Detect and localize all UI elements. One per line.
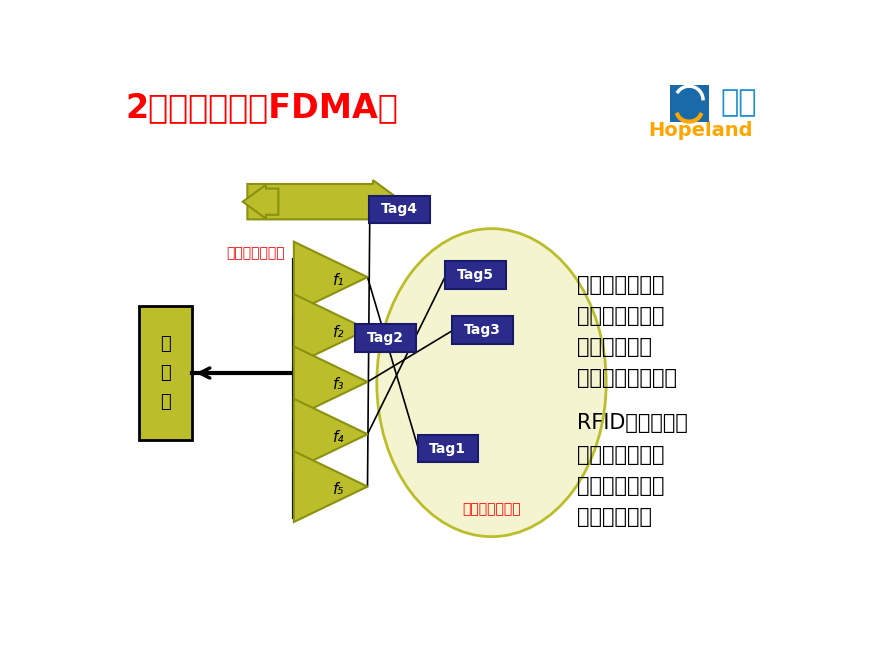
Text: 鸿陆: 鸿陆: [721, 89, 756, 118]
FancyBboxPatch shape: [670, 84, 709, 122]
Text: 阅读器读写区域: 阅读器读写区域: [462, 503, 521, 517]
Text: f₂: f₂: [333, 325, 344, 340]
FancyBboxPatch shape: [369, 196, 429, 223]
FancyBboxPatch shape: [417, 435, 478, 462]
Text: 读
写
器: 读 写 器: [160, 335, 171, 411]
Text: f₅: f₅: [333, 482, 344, 497]
Text: Tag5: Tag5: [457, 268, 494, 282]
Polygon shape: [294, 399, 367, 470]
Text: f₁: f₁: [333, 273, 344, 288]
FancyArrow shape: [248, 180, 402, 223]
Text: RFID系统把不同
载波频率的传输
通道分别提供给
电子标签用户: RFID系统把不同 载波频率的传输 通道分别提供给 电子标签用户: [577, 413, 687, 527]
Polygon shape: [294, 294, 367, 365]
Text: 阅读器广播命令: 阅读器广播命令: [226, 247, 285, 260]
FancyBboxPatch shape: [355, 324, 416, 352]
Text: Tag3: Tag3: [464, 323, 501, 337]
FancyArrow shape: [243, 184, 278, 218]
Polygon shape: [294, 451, 367, 522]
Text: Tag4: Tag4: [381, 202, 417, 216]
Text: 把信道频带分割
为若干更窄的互
不相交的频带
（称为子频带）；: 把信道频带分割 为若干更窄的互 不相交的频带 （称为子频带）；: [577, 275, 677, 388]
Text: f₃: f₃: [333, 377, 344, 392]
Ellipse shape: [376, 229, 606, 537]
FancyBboxPatch shape: [139, 305, 191, 440]
FancyBboxPatch shape: [445, 261, 506, 288]
Text: Tag1: Tag1: [429, 441, 467, 456]
FancyBboxPatch shape: [452, 317, 512, 344]
Text: Tag2: Tag2: [367, 331, 404, 345]
Polygon shape: [294, 242, 367, 313]
Text: 2、频分多址（FDMA）: 2、频分多址（FDMA）: [126, 92, 399, 124]
Text: Hopeland: Hopeland: [648, 122, 753, 141]
Text: f₄: f₄: [333, 430, 344, 445]
Polygon shape: [294, 347, 367, 417]
